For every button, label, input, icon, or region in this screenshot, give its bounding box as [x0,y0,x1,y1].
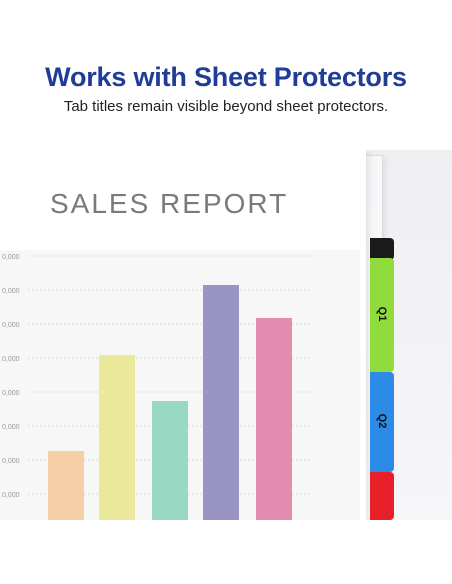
bar-5 [256,318,292,520]
chart-panel: 0,000 0,000 0,000 0,000 0,000 0,000 0,000 0,000 [0,250,360,520]
y-tick-label: 0,000 [2,322,20,329]
tab-q1: Q1 [370,258,394,372]
bar-1 [48,451,84,520]
tab-q1-label: Q1 [376,306,388,322]
tab-q2-label: Q2 [376,413,388,429]
y-tick-label: 0,000 [2,390,20,397]
y-tick-label: 0,000 [2,458,20,465]
bar-4 [203,285,239,520]
tab-black [370,238,394,260]
report-title: SALES REPORT [50,188,289,219]
y-tick-label: 0,000 [2,288,20,295]
subheadline: Tab titles remain visible beyond sheet p… [63,98,389,115]
headline: Works with Sheet Protectors [45,62,407,92]
y-tick-label: 0,000 [2,356,20,363]
bar-3 [152,401,188,520]
bar-2 [99,355,135,520]
y-tick-label: 0,000 [2,424,20,431]
bar-chart: 0,000 0,000 0,000 0,000 0,000 0,000 0,000 0,000 [2,254,312,520]
tab-q2: Q2 [370,372,394,472]
y-tick-label: 0,000 [2,492,20,499]
tab-red [370,472,394,520]
y-tick-label: 0,000 [2,254,20,261]
